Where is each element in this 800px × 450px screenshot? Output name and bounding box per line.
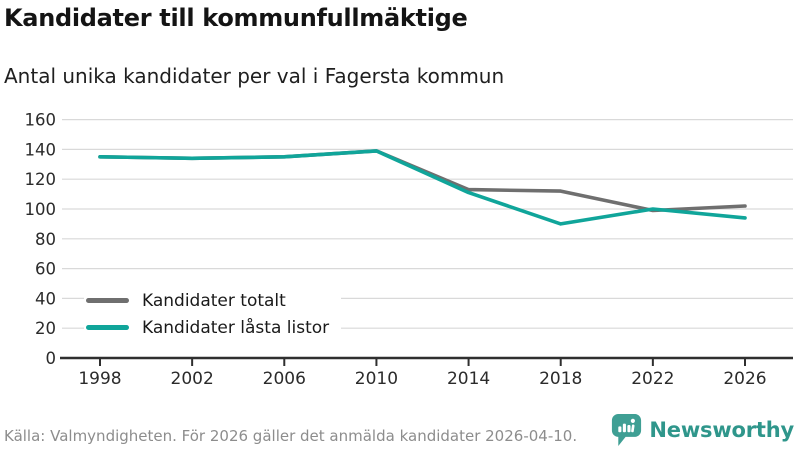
newsworthy-wordmark: Newsworthy <box>649 418 794 442</box>
legend-item-totalt: Kandidater totalt <box>86 287 329 314</box>
y-tick-label: 120 <box>25 170 57 189</box>
x-tick-label: 2026 <box>723 369 766 389</box>
source-note: Källa: Valmyndigheten. För 2026 gäller d… <box>4 427 578 445</box>
footer: Källa: Valmyndigheten. För 2026 gäller d… <box>4 413 794 447</box>
legend-item-lasta-listor: Kandidater låsta listor <box>86 314 329 341</box>
y-tick-label: 160 <box>25 111 57 130</box>
chart-subtitle: Antal unika kandidater per val i Fagerst… <box>4 64 505 88</box>
y-tick-label: 100 <box>25 200 57 219</box>
newsworthy-logo: Newsworthy <box>611 413 794 447</box>
y-tick-label: 140 <box>25 140 57 159</box>
legend: Kandidater totalt Kandidater låsta listo… <box>84 286 342 342</box>
x-tick-label: 2006 <box>263 369 306 389</box>
x-tick-label: 2002 <box>171 369 214 389</box>
legend-label-totalt: Kandidater totalt <box>142 290 286 311</box>
legend-swatch-lasta-listor <box>86 325 129 330</box>
x-tick-label: 2014 <box>447 369 490 389</box>
newsworthy-icon <box>612 414 642 446</box>
x-tick-label: 2022 <box>631 369 674 389</box>
chart-title: Kandidater till kommunfullmäktige <box>4 4 468 32</box>
legend-swatch-totalt <box>86 298 129 303</box>
x-tick-label: 2010 <box>355 369 398 389</box>
series-line-1 <box>98 149 747 226</box>
y-tick-label: 60 <box>35 260 56 279</box>
y-tick-label: 40 <box>35 289 56 308</box>
y-tick-label: 20 <box>35 319 56 338</box>
y-tick-label: 80 <box>35 230 56 249</box>
legend-label-lasta-listor: Kandidater låsta listor <box>142 317 330 338</box>
y-tick-label: 0 <box>46 349 57 368</box>
x-tick-label: 1998 <box>78 369 121 389</box>
x-tick-label: 2018 <box>539 369 582 389</box>
